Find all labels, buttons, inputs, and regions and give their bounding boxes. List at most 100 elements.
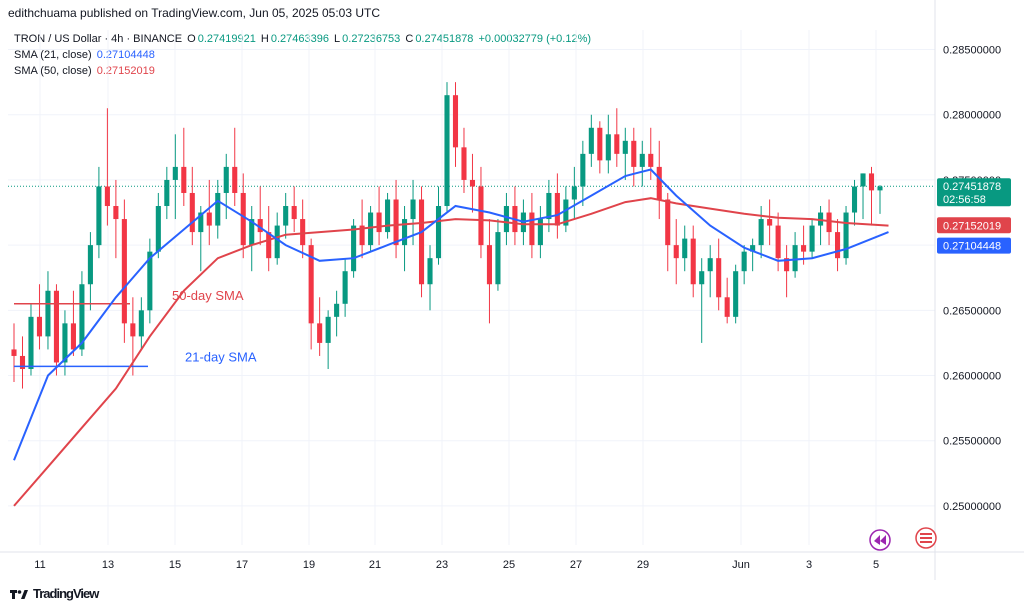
candle-body[interactable]	[359, 225, 365, 246]
candle-body[interactable]	[537, 219, 543, 246]
candle-body[interactable]	[682, 238, 688, 259]
candle-body[interactable]	[410, 199, 416, 220]
candle-body[interactable]	[376, 212, 382, 233]
candle-body[interactable]	[206, 212, 212, 226]
candle-body[interactable]	[809, 225, 815, 252]
candle-body[interactable]	[130, 323, 136, 337]
candle-body[interactable]	[28, 316, 34, 369]
candle-body[interactable]	[716, 258, 722, 298]
sma21-legend-row[interactable]: SMA (21, close) 0.27104448	[14, 47, 593, 63]
candle-body[interactable]	[317, 323, 323, 343]
candle-body[interactable]	[87, 245, 93, 285]
candle-body[interactable]	[308, 245, 314, 324]
candle-body[interactable]	[385, 199, 391, 233]
symbol-title[interactable]: TRON / US Dollar · 4h · BINANCE	[14, 33, 183, 45]
sma50-line[interactable]	[13, 197, 889, 507]
candle-body[interactable]	[801, 245, 807, 252]
candle-body[interactable]	[147, 251, 153, 311]
candle-body[interactable]	[775, 225, 781, 259]
candle-body[interactable]	[113, 206, 119, 220]
candle-body[interactable]	[758, 219, 764, 246]
candle-body[interactable]	[266, 232, 272, 259]
candle-body[interactable]	[877, 186, 883, 191]
candle-body[interactable]	[750, 245, 756, 252]
candle-body[interactable]	[172, 166, 178, 180]
candle-body[interactable]	[622, 140, 628, 154]
candle-body[interactable]	[784, 258, 790, 272]
candle-body[interactable]	[597, 127, 603, 161]
candle-body[interactable]	[656, 166, 662, 200]
candle-body[interactable]	[554, 192, 560, 226]
candle-body[interactable]	[19, 355, 26, 369]
candle-body[interactable]	[198, 212, 204, 233]
candle-body[interactable]	[835, 232, 841, 259]
candle-body[interactable]	[215, 192, 221, 226]
candle-body[interactable]	[418, 199, 425, 285]
candle-body[interactable]	[580, 153, 586, 187]
candle-body[interactable]	[741, 251, 747, 272]
candle-body[interactable]	[368, 212, 374, 246]
candle-body[interactable]	[469, 179, 476, 187]
candle-body[interactable]	[826, 212, 832, 233]
candle-body[interactable]	[690, 238, 696, 285]
candle-body[interactable]	[571, 186, 577, 200]
candle-body[interactable]	[181, 166, 187, 193]
candle-body[interactable]	[851, 186, 858, 213]
candle-body[interactable]	[495, 232, 501, 285]
candle-body[interactable]	[724, 297, 730, 317]
candle-body[interactable]	[699, 271, 705, 285]
candle-body[interactable]	[402, 219, 408, 246]
candle-body[interactable]	[461, 147, 467, 180]
candle-body[interactable]	[351, 225, 357, 272]
candle-body[interactable]	[546, 192, 552, 220]
candle-body[interactable]	[45, 290, 51, 337]
candle-body[interactable]	[818, 212, 824, 226]
candle-body[interactable]	[121, 219, 127, 324]
candle-body[interactable]	[70, 323, 76, 350]
candle-body[interactable]	[614, 134, 620, 154]
candle-body[interactable]	[503, 206, 509, 233]
candle-body[interactable]	[868, 173, 875, 191]
candle-body[interactable]	[240, 192, 246, 246]
candle-body[interactable]	[342, 271, 348, 304]
candle-body[interactable]	[36, 316, 43, 337]
candle-body[interactable]	[393, 199, 399, 246]
candle-body[interactable]	[164, 179, 170, 207]
candle-body[interactable]	[452, 95, 459, 148]
tradingview-brand[interactable]: TradingView	[33, 586, 99, 601]
candle-body[interactable]	[325, 316, 331, 343]
sma21-line[interactable]	[13, 168, 889, 461]
candle-body[interactable]	[283, 206, 289, 226]
candle-body[interactable]	[529, 212, 535, 246]
candle-body[interactable]	[232, 166, 238, 193]
candle-body[interactable]	[605, 134, 611, 161]
candle-body[interactable]	[707, 258, 713, 272]
candle-body[interactable]	[648, 153, 654, 167]
candle-body[interactable]	[249, 219, 255, 246]
candle-body[interactable]	[334, 303, 340, 317]
candle-body[interactable]	[104, 186, 110, 207]
candle-body[interactable]	[792, 245, 798, 272]
candle-body[interactable]	[486, 245, 492, 285]
candle-body[interactable]	[563, 199, 569, 226]
candle-body[interactable]	[79, 284, 85, 350]
candle-body[interactable]	[257, 219, 263, 233]
candle-body[interactable]	[588, 127, 594, 154]
candle-body[interactable]	[223, 166, 229, 193]
candle-body[interactable]	[291, 206, 297, 220]
candle-body[interactable]	[733, 271, 739, 317]
candle-body[interactable]	[96, 186, 102, 246]
candle-body[interactable]	[62, 323, 68, 363]
candle-body[interactable]	[427, 258, 433, 285]
candle-body[interactable]	[138, 310, 144, 337]
candle-body[interactable]	[843, 212, 849, 259]
candle-body[interactable]	[300, 219, 306, 246]
candle-body[interactable]	[155, 206, 161, 252]
candle-body[interactable]	[189, 192, 195, 233]
candle-body[interactable]	[631, 140, 637, 167]
candle-body[interactable]	[860, 173, 866, 187]
candle-body[interactable]	[665, 199, 671, 246]
candle-body[interactable]	[53, 290, 59, 363]
candle-body[interactable]	[274, 225, 280, 259]
